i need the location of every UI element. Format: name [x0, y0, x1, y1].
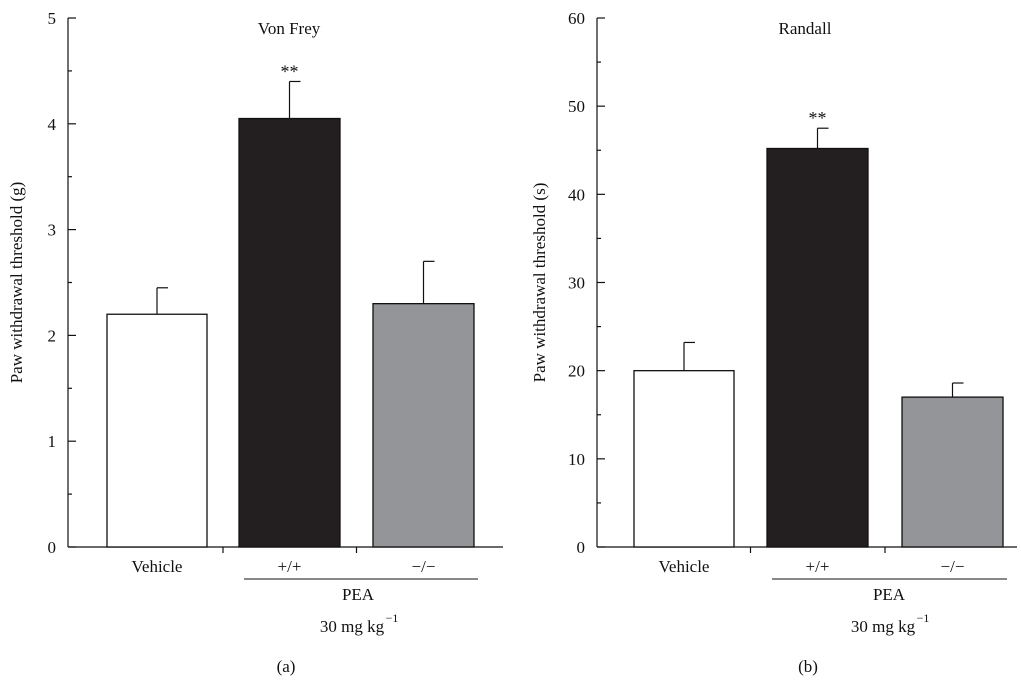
dose-exponent: −1	[917, 611, 930, 625]
x-tick-label: Vehicle	[132, 557, 183, 576]
y-tick-label: 60	[568, 9, 585, 28]
x-tick-label: −/−	[412, 557, 436, 576]
y-tick-label: 1	[48, 432, 57, 451]
y-axis-label: Paw withdrawal threshold (s)	[530, 183, 549, 383]
dose-label: 30 mg kg	[320, 617, 385, 636]
group-label: PEA	[873, 585, 906, 604]
y-tick-label: 10	[568, 450, 585, 469]
bar-2	[766, 147, 869, 548]
y-axis-label: Paw withdrawal threshold (g)	[7, 182, 26, 384]
y-tick-label: 0	[48, 538, 57, 557]
chart-title: Randall	[779, 19, 832, 38]
y-tick-label: 30	[568, 274, 585, 293]
chart-panel-a: 0 1 2 3 4 5 Paw withdrawal threshold (g) Von Fr…	[7, 9, 503, 676]
x-tick-label: −/−	[941, 557, 965, 576]
bar-2	[238, 117, 341, 548]
y-tick-label: 2	[48, 326, 57, 345]
bar-1	[106, 313, 208, 548]
y-tick-label: 5	[48, 9, 57, 28]
y-tick-label: 20	[568, 362, 585, 381]
chart-panel-b: 0 10 20 30 40 50 60 Paw withdrawal threshold (s…	[530, 9, 1017, 676]
panel-label: (a)	[277, 657, 296, 676]
bar-1	[633, 370, 735, 548]
panel-label: (b)	[798, 657, 818, 676]
y-tick-label: 50	[568, 97, 585, 116]
x-tick-label: +/+	[278, 557, 302, 576]
y-tick-label: 0	[577, 538, 586, 557]
dose-label: 30 mg kg	[851, 617, 916, 636]
significance-marker: **	[281, 61, 299, 81]
y-tick-label: 3	[48, 221, 57, 240]
significance-marker: **	[809, 108, 827, 128]
x-tick-label: +/+	[806, 557, 830, 576]
chart-title: Von Frey	[258, 19, 321, 38]
bar-3	[901, 396, 1004, 548]
y-tick-label: 4	[48, 115, 57, 134]
bar-3	[372, 303, 475, 548]
x-tick-label: Vehicle	[659, 557, 710, 576]
dose-exponent: −1	[386, 611, 399, 625]
group-label: PEA	[342, 585, 375, 604]
y-tick-label: 40	[568, 185, 585, 204]
